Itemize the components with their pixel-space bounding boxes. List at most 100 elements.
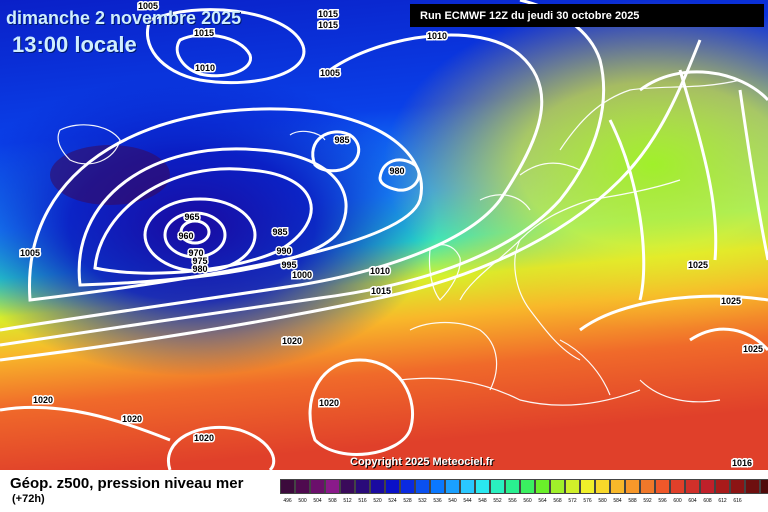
isobar-label: 1010: [195, 63, 215, 73]
legend-swatch: [580, 479, 595, 494]
legend-swatch: [400, 479, 415, 494]
isobar-label: 995: [281, 260, 296, 270]
legend-swatch: [520, 479, 535, 494]
isobar-label: 1025: [743, 344, 763, 354]
isobar-label: 1015: [318, 20, 338, 30]
isobar-label: 1000: [292, 270, 312, 280]
isobar-label: 1016: [732, 458, 752, 468]
legend-cell: 544: [460, 479, 475, 504]
legend-cell: 548: [475, 479, 490, 504]
legend-cell: 504: [310, 479, 325, 504]
map-footer: Géop. z500, pression niveau mer (+72h) 4…: [0, 470, 768, 512]
legend-tick-label: 544: [463, 498, 472, 504]
isobar-label: 1005: [320, 68, 340, 78]
isobar-label: 1015: [318, 9, 338, 19]
isobar-label: 990: [276, 246, 291, 256]
legend-tick-label: 552: [493, 498, 502, 504]
legend-cell: 612: [715, 479, 730, 504]
legend-tick-label: 600: [673, 498, 682, 504]
legend-cell: 604: [685, 479, 700, 504]
legend-swatch: [745, 479, 760, 494]
legend-cell: 572: [565, 479, 580, 504]
isobar-label: 975: [192, 256, 207, 266]
legend-swatch: [475, 479, 490, 494]
legend-tick-label: 556: [508, 498, 517, 504]
legend-swatch: [685, 479, 700, 494]
legend-cell: 616: [730, 479, 745, 504]
legend-cell: 600: [670, 479, 685, 504]
legend-tick-label: 548: [478, 498, 487, 504]
isobar-label: 960: [178, 231, 193, 241]
isobar-label: 1015: [371, 286, 391, 296]
isobar-label: 1020: [33, 395, 53, 405]
legend-cell: 512: [340, 479, 355, 504]
legend-tick-label: 520: [373, 498, 382, 504]
isobar-label: 1020: [194, 433, 214, 443]
legend-tick-label: 604: [688, 498, 697, 504]
isobar-label: 1025: [688, 260, 708, 270]
isobar-label: 1020: [282, 336, 302, 346]
legend-swatch: [655, 479, 670, 494]
legend-cell: 496: [280, 479, 295, 504]
legend-cell: 596: [655, 479, 670, 504]
legend-swatch: [505, 479, 520, 494]
legend-swatch: [325, 479, 340, 494]
isobar-label: 1010: [370, 266, 390, 276]
legend-cell: 524: [385, 479, 400, 504]
legend-cell: 608: [700, 479, 715, 504]
legend-cell: 568: [550, 479, 565, 504]
legend-tick-label: 612: [718, 498, 727, 504]
legend-swatch: [385, 479, 400, 494]
legend-cell: [745, 479, 760, 504]
legend-cell: [760, 479, 768, 504]
legend-tick-label: 564: [538, 498, 547, 504]
legend-cell: 556: [505, 479, 520, 504]
legend-swatch: [370, 479, 385, 494]
legend-swatch: [640, 479, 655, 494]
isobar-label: 965: [184, 212, 199, 222]
legend-tick-label: 592: [643, 498, 652, 504]
legend-cell: 592: [640, 479, 655, 504]
isobar-label: 1020: [122, 414, 142, 424]
legend-swatch: [595, 479, 610, 494]
isobar-label: 970: [188, 248, 203, 258]
legend-tick-label: 500: [298, 498, 307, 504]
copyright-text: Copyright 2025 Meteociel.fr: [350, 456, 494, 468]
pressure-labels: 1005101510151015101010101005985980965960…: [18, 0, 764, 470]
legend-tick-label: 572: [568, 498, 577, 504]
legend-tick-label: 504: [313, 498, 322, 504]
map-parameter-title: Géop. z500, pression niveau mer: [10, 475, 244, 492]
legend-swatch: [355, 479, 370, 494]
legend-cell: 584: [610, 479, 625, 504]
legend-swatch: [625, 479, 640, 494]
legend-cell: 580: [595, 479, 610, 504]
geopotential-field: 1005101510151015101010101005985980965960…: [0, 0, 768, 470]
forecast-lead-time: (+72h): [12, 493, 45, 505]
legend-cell: 588: [625, 479, 640, 504]
legend-cell: 576: [580, 479, 595, 504]
legend-tick-label: 540: [448, 498, 457, 504]
legend-cell: 552: [490, 479, 505, 504]
isobar-label: 1005: [20, 248, 40, 258]
forecast-date-title: dimanche 2 novembre 2025: [6, 8, 242, 28]
legend-tick-label: 580: [598, 498, 607, 504]
forecast-time-title: 13:00 locale: [12, 32, 137, 57]
isobar-label: 985: [334, 135, 349, 145]
legend-tick-label: 568: [553, 498, 562, 504]
legend-tick-label: 608: [703, 498, 712, 504]
legend-swatch: [730, 479, 745, 494]
isobar-label: 1005: [138, 1, 158, 11]
legend-swatch: [490, 479, 505, 494]
legend-swatch: [445, 479, 460, 494]
legend-tick-label: 508: [328, 498, 337, 504]
legend-swatch: [415, 479, 430, 494]
legend-tick-label: 584: [613, 498, 622, 504]
legend-swatch: [565, 479, 580, 494]
legend-swatch: [700, 479, 715, 494]
legend-swatch: [430, 479, 445, 494]
isobar-label: 1010: [427, 31, 447, 41]
legend-tick-label: 516: [358, 498, 367, 504]
legend-swatch: [280, 479, 295, 494]
legend-tick-label: 560: [523, 498, 532, 504]
legend-cell: 520: [370, 479, 385, 504]
